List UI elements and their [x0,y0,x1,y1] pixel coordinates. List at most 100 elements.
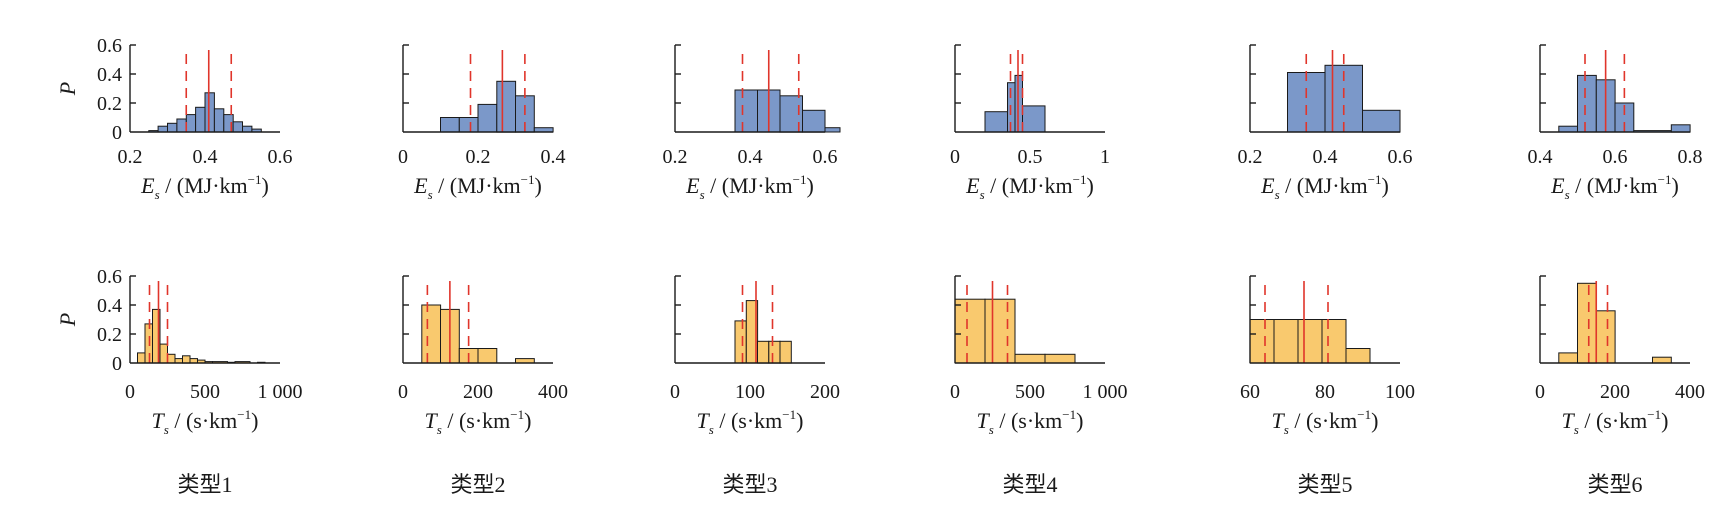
histogram-bar [984,298,1016,364]
x-tick-label: 500 [190,381,220,403]
x-axis-label: Es / (MJ·km−1) [1260,172,1389,202]
histogram-bar [195,106,206,133]
x-tick-label: 0.4 [193,146,218,168]
x-tick-label: 0.2 [466,146,491,168]
y-tick-label: 0.4 [97,64,122,86]
x-axis-label: Es / (MJ·km−1) [1550,172,1679,202]
panel-T-1: 0 0.2 0.4 0.6 P 0 500 1 000 Ts / (s·km−1) [55,266,303,437]
x-tick-label: 0.6 [813,146,838,168]
histogram-bar [984,111,1008,133]
y-tick-label: 0.2 [97,324,122,346]
x-tick-label: 0.6 [1603,146,1628,168]
histogram-bar [157,125,169,133]
x-tick-label: 100 [1385,381,1415,403]
y-tick-label: 0.6 [97,35,122,57]
x-tick-label: 400 [1675,381,1705,403]
y-axis-label: P [55,313,80,327]
histogram-bar [458,117,479,133]
histogram-bar [167,122,178,133]
category-label: 类型4 [1002,472,1057,497]
histogram-bar [1595,310,1616,364]
histogram-bar [213,108,225,133]
histogram-bar [757,340,770,364]
histogram-bar [1670,124,1691,133]
x-tick-label: 0.4 [1313,146,1338,168]
x-tick-label: 200 [1600,381,1630,403]
histogram-bar [734,89,758,133]
x-axis-label: Es / (MJ·km−1) [140,172,269,202]
x-tick-label: 0 [398,146,408,168]
x-tick-label: 0.4 [541,146,566,168]
panel-E-4: 0 0.5 1 Es / (MJ·km−1) [950,44,1110,202]
histogram-bar [185,114,197,133]
x-axis-label: Ts / (s·km−1) [1272,407,1379,437]
histogram-bar [1022,105,1046,133]
histogram-bar [1577,74,1597,133]
histogram-bar [1362,109,1401,133]
histogram-bar [176,118,187,133]
x-tick-label: 1 000 [258,381,303,403]
x-tick-label: 0 [950,146,960,168]
histogram-bar [779,340,792,364]
x-tick-label: 1 [1100,146,1110,168]
panel-T-6: 0 200 400 Ts / (s·km−1) [1535,275,1705,437]
histogram-bar [182,355,191,364]
histogram-bar [1044,353,1076,364]
x-axis-label: Ts / (s·km−1) [425,407,532,437]
histogram-bar [1014,353,1046,364]
x-tick-label: 0 [950,381,960,403]
x-axis-label: Ts / (s·km−1) [1562,407,1669,437]
y-tick-label: 0.4 [97,295,122,317]
x-tick-label: 60 [1240,381,1260,403]
x-axis-label: Es / (MJ·km−1) [685,172,814,202]
x-tick-label: 1 000 [1083,381,1128,403]
histogram-bar [768,340,781,364]
x-tick-label: 80 [1315,381,1335,403]
y-axis-label: P [55,82,80,96]
histogram-bar [159,343,168,364]
panel-E-3: 0.2 0.4 0.6 Es / (MJ·km−1) [663,44,841,202]
histogram-bar [1297,319,1323,364]
x-tick-label: 0 [398,381,408,403]
panel-E-5: 0.2 0.4 0.6 Es / (MJ·km−1) [1238,44,1413,202]
category-label: 类型3 [722,472,777,497]
histogram-bar [440,117,460,133]
histogram-bar [1249,319,1275,364]
panel-E-1: 00.20.40.6P0.2 0.4 0.6Es / (MJ·km−1) [55,35,293,202]
histogram-bar [802,109,826,133]
histogram-bar [1273,319,1299,364]
x-tick-label: 0.5 [1018,146,1043,168]
x-tick-label: 100 [735,381,765,403]
y-tick-label: 0 [112,122,122,144]
histogram-bar [477,348,498,364]
histogram-bar [1321,319,1347,364]
histogram-bar [167,353,176,364]
x-tick-label: 0.6 [1388,146,1413,168]
panel-T-5: 60 80 100 Ts / (s·km−1) [1240,275,1415,437]
histogram-bar [137,352,146,364]
category-label: 类型1 [177,472,232,497]
x-tick-label: 400 [538,381,568,403]
histogram-bar [824,127,841,133]
y-tick-label: 0.2 [97,93,122,115]
histogram-bar [242,125,253,133]
histogram-bar [1558,352,1579,364]
x-tick-label: 0.4 [738,146,763,168]
category-label: 类型2 [450,472,505,497]
x-tick-label: 200 [810,381,840,403]
x-tick-label: 0.8 [1678,146,1703,168]
histogram-bar [1652,356,1672,364]
histogram-bar [421,304,442,364]
x-axis-label: Ts / (s·km−1) [697,407,804,437]
x-tick-label: 0.2 [1238,146,1263,168]
category-label: 类型5 [1297,472,1352,497]
histogram-bar [1345,348,1371,364]
x-tick-label: 0 [1535,381,1545,403]
x-axis-label: Es / (MJ·km−1) [965,172,1094,202]
panel-T-3: 0 100 200 Ts / (s·km−1) [670,275,840,437]
histogram-bar [496,80,517,133]
histogram-bar [1558,125,1579,133]
histogram-bar [734,320,747,364]
histogram-bar [477,103,498,133]
